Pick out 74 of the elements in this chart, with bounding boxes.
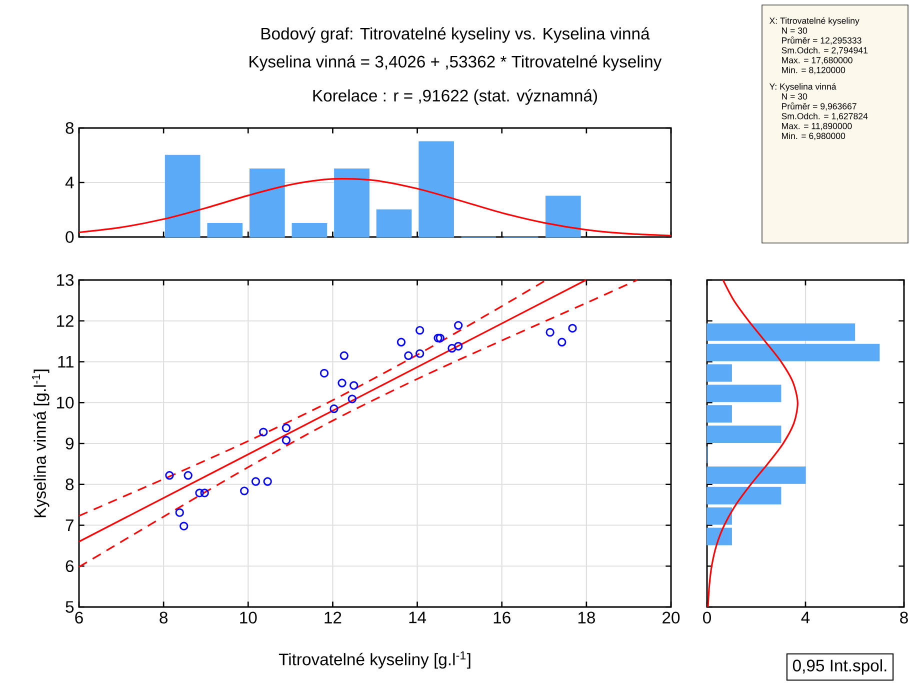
x-tick-label: 4 [801, 612, 810, 624]
y-tick-label: 13 [57, 274, 74, 286]
point [240, 486, 249, 496]
point [454, 321, 463, 330]
text: Max. = 11,890000 [782, 122, 852, 130]
text: Max. = 17,680000 [782, 57, 852, 64]
text: 0,95 Int.spol. [792, 659, 886, 675]
text: Y: Kyselina vinná [769, 83, 836, 92]
x-tick-label: 14 [409, 612, 426, 624]
point [259, 428, 268, 436]
point [180, 522, 188, 530]
y-tick-label: 9 [66, 438, 74, 450]
x-tick-label: 8 [900, 612, 908, 624]
text: Korelace : r = ,91622 (stat. významná) [313, 89, 597, 105]
point [330, 404, 338, 414]
point [436, 334, 444, 342]
y-tick-label: 11 [58, 356, 74, 368]
x-tick-label: 8 [160, 612, 168, 624]
point [282, 424, 291, 432]
x-axis-title: Titrovatelné kyseliny [g.l$^{-1}$] [278, 651, 470, 669]
text: Sm.Odch. = 2,794941 [782, 46, 868, 54]
y-tick-label: 7 [66, 520, 74, 531]
y-tick-label: 8 [66, 122, 74, 134]
point [263, 477, 272, 486]
line-series [78, 279, 638, 568]
point [195, 488, 204, 498]
text: N = 30 [782, 27, 808, 34]
y-axis-title: Kyselina vinná [g.l$^{-1}$] [32, 370, 50, 518]
point [175, 508, 184, 517]
point [348, 394, 356, 404]
x-tick-label: 12 [324, 612, 342, 624]
x-tick-label: 16 [494, 612, 510, 624]
text: Min. = 6,980000 [782, 132, 846, 140]
y-tick-label: 5 [66, 601, 74, 613]
point [415, 326, 424, 335]
point [320, 368, 329, 378]
chart-subtitle: Kyselina vinná = 3,4026 + ,53362 * Titrovatelné kyseliny [250, 55, 662, 71]
y-tick-label: 8 [66, 478, 74, 490]
x-tick-label: 20 [662, 612, 680, 624]
point [448, 344, 456, 353]
text: Min. = 8,120000 [782, 66, 846, 74]
text: N = 30 [782, 93, 808, 100]
point [251, 477, 260, 486]
x-tick-label: 10 [240, 612, 257, 624]
x-tick-label: 18 [578, 612, 595, 624]
chart-title: Bodový graf: Titrovatelné kyseliny vs. Kyselina vinná [262, 27, 650, 43]
y-tick-label: 0 [66, 231, 74, 243]
x-tick-label: 6 [75, 612, 83, 624]
point [338, 378, 346, 388]
point [165, 471, 174, 480]
point [396, 338, 406, 346]
text: Sm.Odch. = 1,627824 [782, 112, 868, 120]
point [558, 338, 566, 346]
point [415, 349, 424, 358]
y-tick-label: 4 [65, 176, 74, 188]
text: Průměr = 12,295333 [782, 36, 862, 45]
line-series [78, 279, 548, 517]
point [568, 324, 577, 333]
point [340, 351, 348, 360]
text: X: Titrovatelné kyseliny [769, 17, 860, 26]
point [404, 351, 413, 360]
point [350, 381, 358, 390]
y-tick-label: 10 [57, 396, 74, 409]
y-tick-label: 12 [57, 315, 74, 327]
point [454, 342, 463, 351]
point [546, 328, 554, 337]
text: Průměr = 9,963667 [782, 102, 856, 110]
point [282, 436, 291, 445]
y-tick-label: 6 [66, 560, 74, 572]
line-series [78, 178, 672, 236]
point [434, 334, 442, 342]
point [184, 471, 192, 480]
point [200, 488, 209, 498]
x-tick-label: 0 [703, 612, 711, 624]
